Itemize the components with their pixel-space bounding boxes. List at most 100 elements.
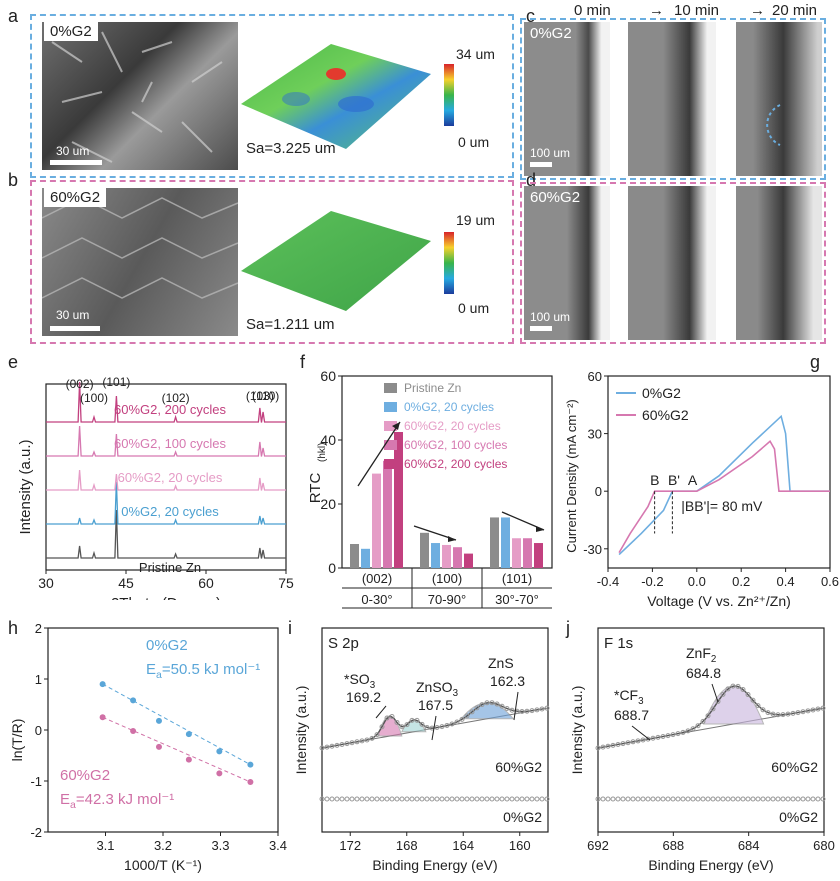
chart-j: 692 688 684 680 Binding Energy (eV) Intensity… xyxy=(569,627,835,873)
fit-line-h xyxy=(102,716,251,783)
optical-c-10 xyxy=(628,22,716,176)
dendrite-highlight xyxy=(766,104,781,146)
height-map-60g2 xyxy=(241,211,431,311)
raw-point-ref-j xyxy=(700,796,706,802)
panel-label-g: g xyxy=(810,352,821,372)
raw-point-ref-j xyxy=(790,796,796,802)
raw-point-ref-i xyxy=(454,796,460,802)
raw-point-ref-i xyxy=(514,796,520,802)
raw-point-j xyxy=(715,698,721,704)
sample-tag-b: 60%G2 xyxy=(44,188,107,207)
sem-image-0g2 xyxy=(42,22,238,170)
arrow-1: → xyxy=(649,2,664,19)
spectrum-title-j: F 1s xyxy=(604,635,633,652)
raw-point-ref-i xyxy=(319,796,325,802)
trace-label-60g2-j: 60%G2 xyxy=(771,759,818,775)
raw-point-ref-i xyxy=(419,796,425,802)
raw-point-ref-j xyxy=(675,796,681,802)
raw-point-i xyxy=(504,706,510,712)
bar-f xyxy=(464,553,473,568)
bar-f xyxy=(534,543,543,568)
envelope-j xyxy=(597,685,823,749)
bar-f xyxy=(453,547,462,568)
peak-name-j: ZnF2 xyxy=(686,645,716,665)
raw-point-ref-i xyxy=(414,796,420,802)
raw-point-ref-i xyxy=(354,796,360,802)
peak-label-e: (110) xyxy=(252,389,279,403)
optical-d-0 xyxy=(524,186,610,340)
series-label-e: 60%G2, 100 cycles xyxy=(114,436,227,451)
range-label-f: 0-30° xyxy=(361,592,392,607)
bar-f xyxy=(350,544,359,568)
raw-point-j xyxy=(680,729,686,735)
raw-point-ref-i xyxy=(484,796,490,802)
peak-label-e: (102) xyxy=(162,391,190,405)
raw-point-j xyxy=(605,743,611,749)
raw-point-ref-j xyxy=(660,796,666,802)
raw-point-ref-j xyxy=(795,796,801,802)
raw-point-ref-j xyxy=(730,796,736,802)
raw-point-ref-i xyxy=(389,796,395,802)
callout-i xyxy=(431,715,437,741)
x-tick-label-g: -0.4 xyxy=(597,574,619,589)
trace-label-60g2-i: 60%G2 xyxy=(495,759,542,775)
raw-point-j xyxy=(685,728,691,734)
data-point-h xyxy=(130,697,137,704)
raw-point-ref-j xyxy=(695,796,701,802)
legend-label-f: Pristine Zn xyxy=(404,381,461,395)
colorbar-b xyxy=(444,232,454,294)
y-axis-label-j: Intensity (a.u.) xyxy=(569,686,585,775)
lsv-curve xyxy=(618,440,830,554)
arrow-2: → xyxy=(750,2,765,19)
raw-point-i xyxy=(394,719,400,725)
data-point-h xyxy=(155,717,162,724)
y-axis-label-h: ln(T/R) xyxy=(9,719,25,762)
bar-f xyxy=(442,544,451,568)
y-tick-label-h: 1 xyxy=(35,672,42,687)
x-tick-label-i: 160 xyxy=(509,838,531,853)
peak-name-i: ZnS xyxy=(488,655,514,671)
trace-label-0g2-j: 0%G2 xyxy=(779,809,818,825)
trace-label-0g2-i: 0%G2 xyxy=(503,809,542,825)
x-axis-label-g: Voltage (V vs. Zn²⁺/Zn) xyxy=(647,593,791,609)
sem-image-60g2 xyxy=(42,188,238,336)
raw-point-i xyxy=(364,737,370,743)
y-tick-label-g: -30 xyxy=(583,542,602,557)
spectrum-title-i: S 2p xyxy=(328,635,359,652)
peak-name-i: *SO3 xyxy=(344,671,376,691)
raw-point-ref-i xyxy=(504,796,510,802)
lsv-curve xyxy=(618,414,830,556)
raw-point-ref-i xyxy=(404,796,410,802)
xrd-trace xyxy=(46,509,286,559)
raw-point-ref-j xyxy=(605,796,611,802)
panel-label-j: j xyxy=(566,618,570,638)
raw-point-ref-j xyxy=(630,796,636,802)
sample-tag-c: 0%G2 xyxy=(530,25,572,42)
raw-point-ref-j xyxy=(640,796,646,802)
raw-point-j xyxy=(670,732,676,738)
x-tick-label-h: 3.4 xyxy=(269,838,287,853)
raw-point-j xyxy=(755,703,761,709)
raw-point-ref-j xyxy=(685,796,691,802)
y-tick-label-h: -2 xyxy=(30,825,42,840)
series-label-h: 0%G2 xyxy=(146,637,188,654)
sample-tag-d: 60%G2 xyxy=(530,189,581,206)
xrd-trace xyxy=(46,481,286,525)
x-axis-label-j: Binding Energy (eV) xyxy=(648,857,773,873)
raw-point-ref-i xyxy=(489,796,495,802)
group-label-f: (100) xyxy=(432,571,462,586)
raw-point-j xyxy=(790,710,796,716)
scale-text-c: 100 um xyxy=(530,146,571,160)
y-tick-label-f: 60 xyxy=(320,368,336,384)
raw-point-ref-j xyxy=(645,796,651,802)
legend-label-g: 0%G2 xyxy=(642,385,681,401)
raw-point-ref-i xyxy=(524,796,530,802)
raw-point-j xyxy=(675,731,681,737)
raw-point-ref-i xyxy=(324,796,330,802)
data-point-h xyxy=(247,779,254,786)
raw-point-ref-j xyxy=(785,796,791,802)
arrow-head-f xyxy=(448,536,456,542)
raw-point-ref-j xyxy=(775,796,781,802)
panel-d-frame xyxy=(520,182,826,344)
raw-point-ref-i xyxy=(464,796,470,802)
